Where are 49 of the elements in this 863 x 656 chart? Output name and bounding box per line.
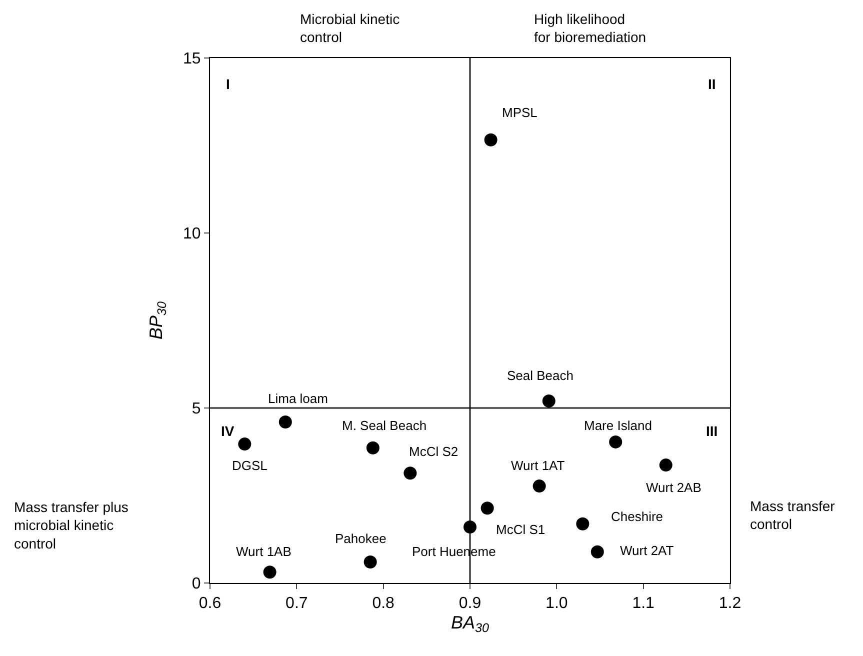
x-tick-label: 0.7 xyxy=(286,595,308,612)
point xyxy=(464,520,476,534)
x-tick-label: 1.2 xyxy=(718,595,742,612)
point xyxy=(590,545,604,558)
point xyxy=(364,556,377,568)
annotation: Pahokee xyxy=(335,531,386,546)
annotation: M. Seal Beach xyxy=(342,418,427,433)
annotation: III xyxy=(706,423,718,439)
x-axis-title: BA$_{30}$ xyxy=(450,612,490,636)
x-tick-label: 0.6 xyxy=(198,595,222,612)
text: Mass transfer control xyxy=(750,498,836,532)
annotation: Wurt 1AB xyxy=(236,544,292,559)
annotation: McCl S2 xyxy=(409,444,458,459)
point xyxy=(576,517,590,530)
point xyxy=(609,435,622,448)
annotation: I xyxy=(226,76,230,92)
annotation: Seal Beach xyxy=(507,368,574,383)
annotation: MPSL xyxy=(502,105,538,120)
y-tick-label: 0 xyxy=(192,576,201,593)
annotation: Wurt 2AB xyxy=(646,480,702,495)
annotation: Wurt 2AT xyxy=(620,543,674,558)
point xyxy=(484,133,498,146)
annotation: McCl S1 xyxy=(496,522,546,537)
annotation: Wurt 1AT xyxy=(511,458,565,473)
x-tick-label: 1.1 xyxy=(632,595,655,612)
y-tick-label: 5 xyxy=(192,400,201,418)
y-tick-label: 10 xyxy=(183,226,201,243)
point xyxy=(404,466,417,480)
point xyxy=(263,566,276,579)
annotation: Lima loam xyxy=(268,391,328,406)
annotation: Cheshire xyxy=(611,509,664,524)
annotation: IV xyxy=(221,423,235,439)
text: High likelihood for bioremediation xyxy=(534,11,646,46)
x-tick-label: 1.0 xyxy=(546,595,568,612)
x-tick-label: 0.8 xyxy=(372,595,395,612)
y-tick-label: 15 xyxy=(183,50,201,68)
annotation: Mare Island xyxy=(584,418,652,433)
point xyxy=(366,441,380,454)
point xyxy=(278,416,292,428)
annotation: II xyxy=(708,76,716,92)
text: Microbial kinetic control xyxy=(300,11,400,46)
point xyxy=(532,480,546,493)
point xyxy=(659,458,672,472)
text: Mass transfer plus microbial kinetic control xyxy=(14,499,128,552)
annotation: DGSL xyxy=(232,458,268,473)
point xyxy=(480,502,494,515)
point xyxy=(542,394,556,408)
x-tick-label: 0.9 xyxy=(458,595,482,612)
point xyxy=(238,438,252,451)
